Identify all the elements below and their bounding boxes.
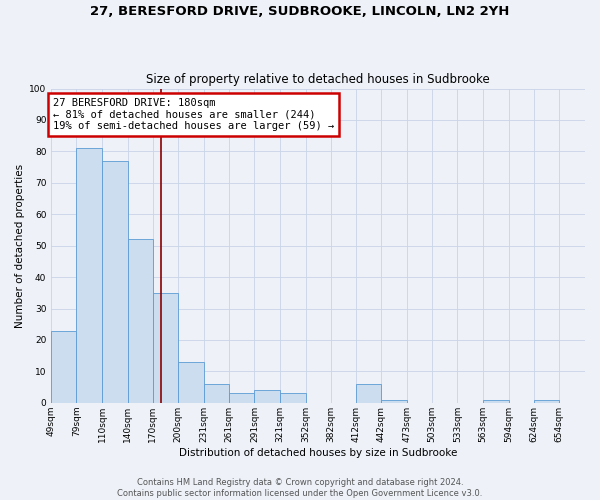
Bar [204,384,229,403]
Bar [103,161,128,403]
Title: Size of property relative to detached houses in Sudbrooke: Size of property relative to detached ho… [146,73,490,86]
Text: Contains HM Land Registry data © Crown copyright and database right 2024.
Contai: Contains HM Land Registry data © Crown c… [118,478,482,498]
Bar [482,400,509,403]
Bar [254,390,280,403]
X-axis label: Distribution of detached houses by size in Sudbrooke: Distribution of detached houses by size … [179,448,457,458]
Bar [76,148,103,403]
Y-axis label: Number of detached properties: Number of detached properties [15,164,25,328]
Bar [178,362,204,403]
Text: 27 BERESFORD DRIVE: 180sqm
← 81% of detached houses are smaller (244)
19% of sem: 27 BERESFORD DRIVE: 180sqm ← 81% of deta… [53,98,334,131]
Text: 27, BERESFORD DRIVE, SUDBROOKE, LINCOLN, LN2 2YH: 27, BERESFORD DRIVE, SUDBROOKE, LINCOLN,… [91,5,509,18]
Bar [229,394,254,403]
Bar [280,394,305,403]
Bar [153,293,178,403]
Bar [128,240,153,403]
Bar [534,400,559,403]
Bar [356,384,381,403]
Bar [381,400,407,403]
Bar [51,330,76,403]
